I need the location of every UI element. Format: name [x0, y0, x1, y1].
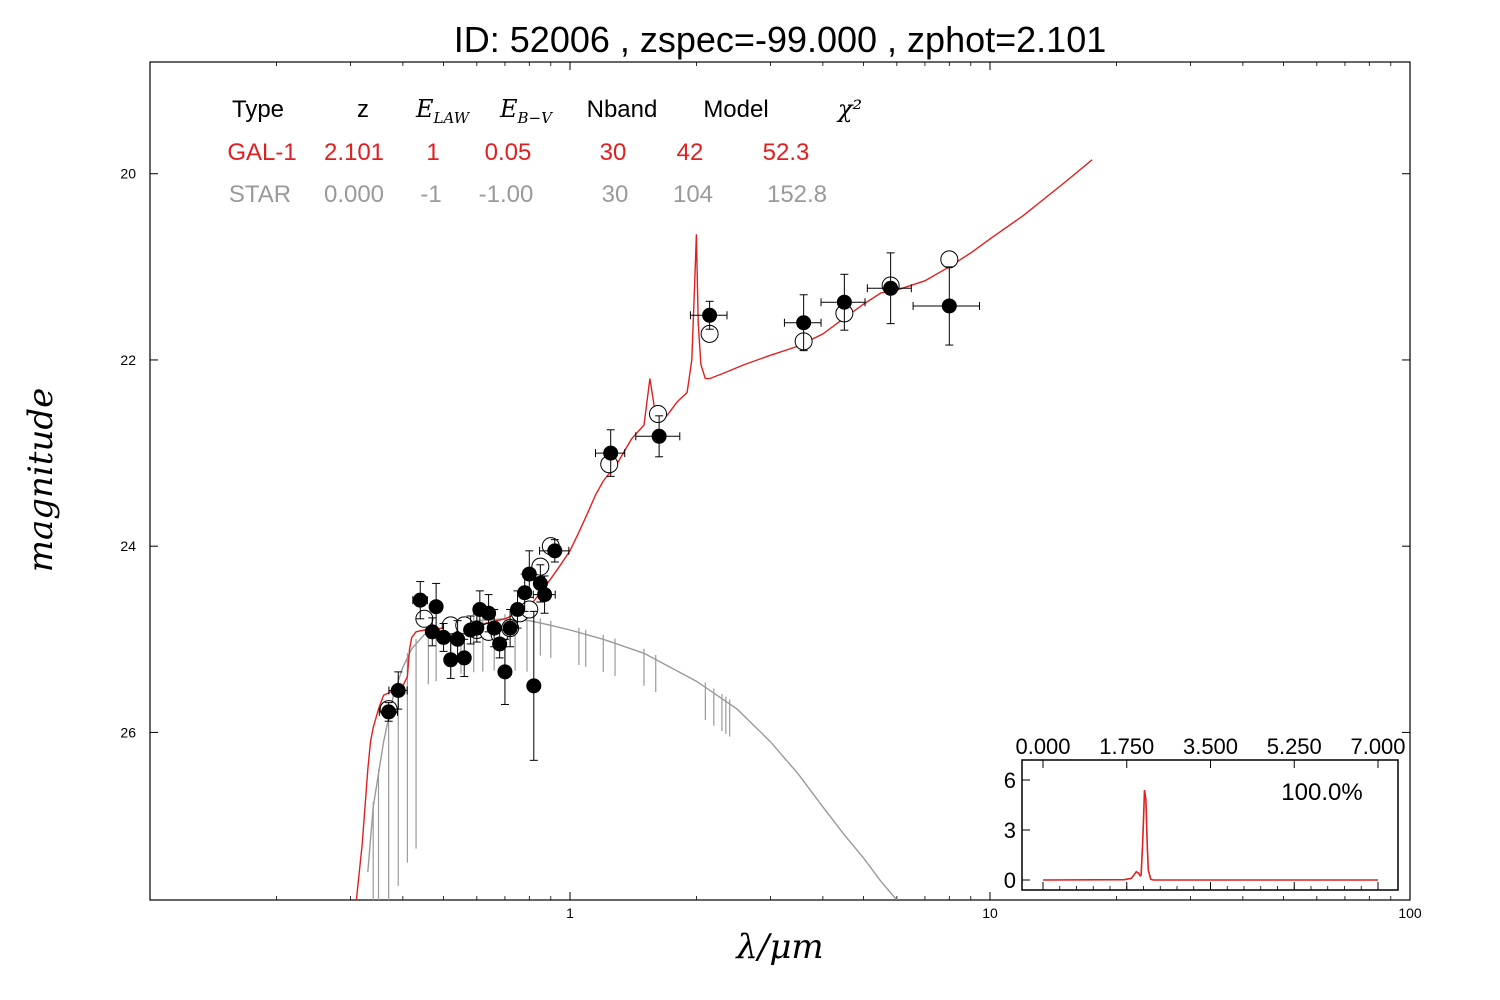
header-chi2: χ² [836, 95, 862, 123]
observed-point [436, 629, 452, 645]
header-model: Model [703, 96, 768, 123]
observed-point [492, 636, 508, 652]
observed-point [547, 543, 563, 559]
inset-x-tick-label: 5.250 [1267, 734, 1322, 759]
header-z: z [357, 96, 369, 123]
row-star-type: STAR [229, 181, 291, 208]
model-point [648, 404, 667, 423]
inset-x-tick-label: 7.000 [1350, 734, 1405, 759]
y-tick-label: 20 [120, 166, 136, 182]
row-star-nband: 30 [602, 181, 629, 208]
observed-point [537, 587, 553, 603]
inset-annotation: 100.0% [1281, 779, 1362, 806]
inset-y-tick-label: 6 [1004, 768, 1016, 793]
x-tick-label: 10 [982, 905, 998, 921]
inset-x-tick-label: 3.500 [1183, 734, 1238, 759]
header-elaw: ELAW [415, 95, 471, 127]
header-type: Type [232, 96, 284, 123]
plot-area [355, 159, 1093, 900]
y-tick-label: 26 [120, 724, 136, 740]
inset-x-tick-label: 1.750 [1099, 734, 1154, 759]
observed-point [796, 315, 812, 331]
header-nband: Nband [587, 96, 658, 123]
redshift-pdf-inset: 0.000 1.750 3.500 5.250 7.000 0 3 6 100.0% [1004, 734, 1406, 893]
observed-point [497, 664, 513, 680]
x-tick-label: 1 [566, 905, 574, 921]
observed-point [836, 294, 852, 310]
observed-point [456, 650, 472, 666]
observed-point [510, 601, 526, 617]
row-star-elaw: -1 [420, 181, 441, 208]
observed-point [883, 280, 899, 296]
row-gal-elaw: 1 [426, 139, 439, 166]
y-tick-label: 24 [120, 538, 136, 554]
main-series [355, 159, 1093, 900]
row-gal-model: 42 [677, 139, 704, 166]
row-gal-chi2: 52.3 [763, 139, 810, 166]
observed-point [702, 307, 718, 323]
row-gal-z: 2.101 [324, 139, 384, 166]
summary-table: Type z ELAW EB−V Nband Model χ² GAL-1 2.… [227, 95, 862, 208]
observed-point [651, 428, 667, 444]
observed-point [412, 592, 428, 608]
inset-x-tick-label: 0.000 [1015, 734, 1070, 759]
row-gal-ebv: 0.05 [485, 139, 532, 166]
observed-point [603, 445, 619, 461]
galaxy-template-line [355, 159, 1093, 900]
observed-point [381, 704, 397, 720]
observed-point [517, 585, 533, 601]
inset-series [1042, 789, 1378, 881]
pdf-line [1042, 789, 1378, 881]
observed-point [486, 620, 502, 636]
observed-point [526, 678, 542, 694]
x-tick-label: 100 [1398, 905, 1422, 921]
inset-frame [1021, 759, 1399, 891]
row-star-chi2: 152.8 [767, 181, 827, 208]
observed-point [941, 298, 957, 314]
row-star-model: 104 [673, 181, 713, 208]
header-ebv: EB−V [499, 95, 554, 127]
row-star-z: 0.000 [324, 181, 384, 208]
inset-axis-ticks: 0.000 1.750 3.500 5.250 7.000 0 3 6 [1004, 734, 1406, 893]
y-axis-label: magnitude [21, 388, 61, 573]
observed-point [443, 652, 459, 668]
observed-point [390, 683, 406, 698]
x-axis-label: λ/μm [734, 927, 823, 967]
row-gal-type: GAL-1 [227, 139, 296, 166]
row-star-ebv: -1.00 [479, 181, 534, 208]
inset-y-tick-label: 3 [1004, 818, 1016, 843]
chart-title: ID: 52006 , zspec=-99.000 , zphot=2.101 [454, 19, 1106, 60]
y-tick-label: 22 [120, 352, 136, 368]
observed-point [521, 566, 537, 582]
inset-y-tick-label: 0 [1004, 868, 1016, 893]
observed-point [481, 605, 497, 621]
model-point [940, 250, 959, 269]
plot-frame [149, 61, 1411, 901]
observed-point [428, 599, 444, 615]
row-gal-nband: 30 [600, 139, 627, 166]
